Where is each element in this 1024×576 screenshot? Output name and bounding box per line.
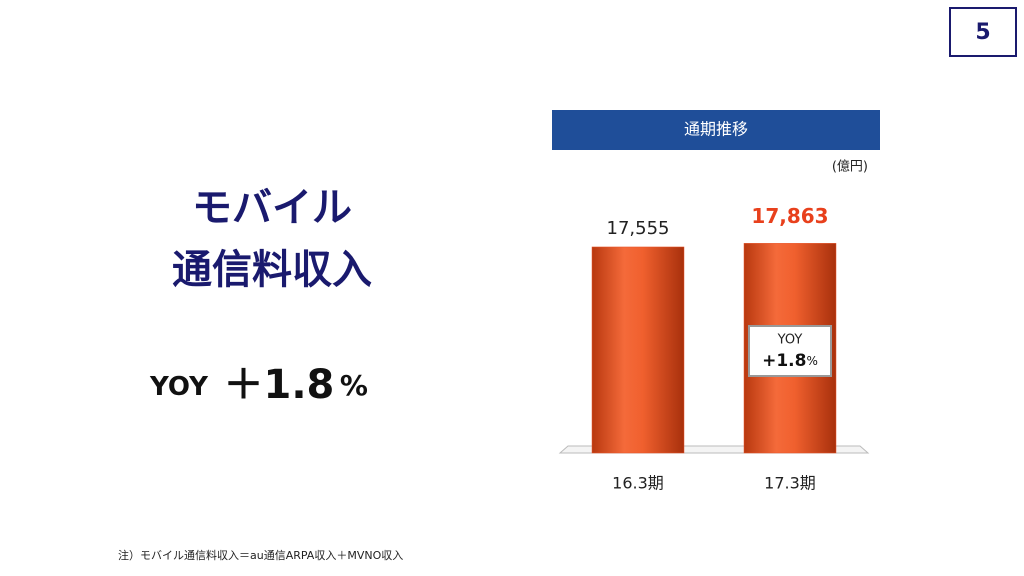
page-number-box bbox=[949, 7, 1017, 57]
footnote: 注）モバイル通信料収入＝au通信ARPA収入＋MVNO収入 bbox=[118, 548, 403, 562]
value-label: 17,555 bbox=[607, 218, 670, 239]
annotation-label: YOY bbox=[777, 333, 803, 348]
x-tick-label: 16.3期 bbox=[612, 474, 664, 493]
headline: 通信料収入 bbox=[172, 247, 372, 293]
value-label: 17,863 bbox=[751, 204, 828, 228]
unit-label: (億円) bbox=[832, 159, 868, 175]
chart-title: 通期推移 bbox=[684, 120, 748, 139]
yoy-label: YOY bbox=[149, 372, 209, 402]
yoy-value: ＋1.8 bbox=[223, 362, 334, 408]
bar bbox=[591, 246, 685, 454]
headline: モバイル bbox=[192, 185, 352, 231]
annotation-number: +1.8 bbox=[762, 351, 806, 371]
chart-title-bar bbox=[552, 110, 880, 150]
annotation-box bbox=[748, 325, 832, 377]
x-tick-label: 17.3期 bbox=[764, 474, 816, 493]
annotation-unit: % bbox=[806, 354, 817, 368]
yoy-summary: YOY ＋1.8 % bbox=[149, 362, 368, 408]
annotation-value: +1.8% bbox=[762, 351, 818, 371]
yoy-unit: % bbox=[340, 369, 368, 402]
page-number: 5 bbox=[975, 20, 990, 45]
